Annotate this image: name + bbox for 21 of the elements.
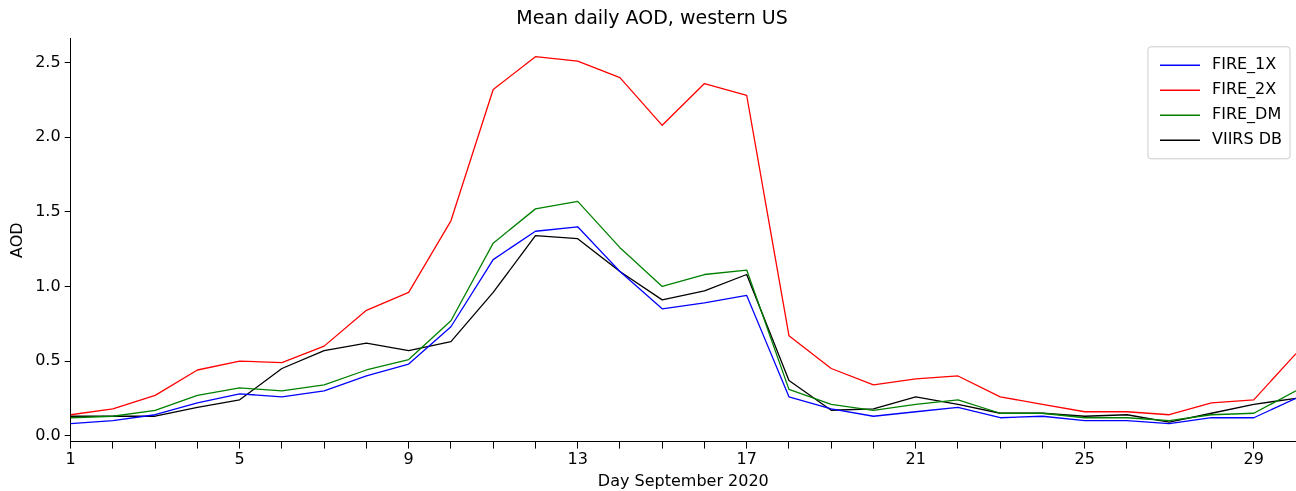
x-tick-label: 5 [234,449,245,469]
y-axis-title: AOD [6,222,26,258]
legend-label: VIIRS DB [1211,129,1283,149]
x-tick-label: 17 [736,449,757,469]
x-tick-label: 21 [905,449,926,469]
legend-label: FIRE_2X [1211,79,1277,100]
x-tick-label: 1 [65,449,76,469]
x-tick-label: 9 [403,449,414,469]
legend-label: FIRE_DM [1211,104,1282,125]
y-tick-label: 0.5 [35,350,61,370]
x-tick-label: 13 [567,449,588,469]
y-tick-label: 2.5 [35,51,61,71]
y-tick-label: 2.0 [35,126,61,146]
x-axis-title: Day September 2020 [597,470,769,490]
y-tick-label: 1.0 [35,275,61,295]
x-tick-label: 25 [1074,449,1095,469]
x-tick-label: 29 [1243,449,1264,469]
y-tick-label: 1.5 [35,201,61,221]
chart-title: Mean daily AOD, western US [516,6,788,29]
legend-label: FIRE_1X [1211,54,1277,75]
y-tick-label: 0.0 [35,424,61,444]
